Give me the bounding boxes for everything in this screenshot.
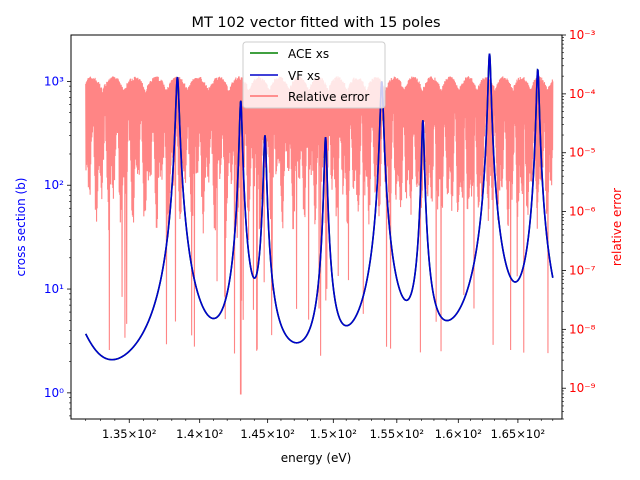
y-right-tick-label: 10⁻⁶ [569, 205, 596, 219]
y-right-tick-label: 10⁻³ [569, 28, 596, 42]
legend-label-vf-xs: VF xs [288, 69, 320, 83]
y-left-tick-label: 10⁰ [44, 386, 64, 400]
legend: ACE xs VF xs Relative error [242, 41, 386, 109]
x-tick-label: 1.65×10² [491, 427, 546, 441]
y-left-tick-label: 10³ [44, 74, 64, 88]
y-axis-right: 10⁻⁹ 10⁻⁸ 10⁻⁷ 10⁻⁶ 10⁻⁵ 10⁻⁴ 10⁻³ [562, 28, 596, 420]
x-tick-label: 1.6×10² [435, 427, 482, 441]
y-right-tick-label: 10⁻⁹ [569, 381, 596, 395]
x-tick-label: 1.5×10² [310, 427, 357, 441]
y-right-tick-label: 10⁻⁷ [569, 263, 596, 277]
x-axis: 1.35×10² 1.4×10² 1.45×10² 1.5×10² 1.55×10² 1.… [85, 419, 554, 441]
x-tick-label: 1.55×10² [370, 427, 425, 441]
y-left-tick-label: 10¹ [44, 282, 64, 296]
x-tick-label: 1.35×10² [102, 427, 157, 441]
x-axis-label: energy (eV) [281, 451, 352, 465]
legend-label-relative-error: Relative error [288, 90, 369, 104]
chart-title: MT 102 vector fitted with 15 poles [191, 15, 440, 31]
series-vf-xs-line [85, 53, 554, 361]
y-left-tick-label: 10² [44, 178, 64, 192]
cross-section-layer [85, 53, 554, 361]
y-axis-right-label: relative error [610, 188, 624, 266]
y-axis-left-label: cross section (b) [14, 178, 28, 277]
legend-box [242, 41, 386, 109]
legend-label-ace-xs: ACE xs [288, 47, 329, 61]
x-tick-label: 1.45×10² [240, 427, 295, 441]
y-right-tick-label: 10⁻⁵ [569, 146, 596, 160]
y-right-tick-label: 10⁻⁴ [569, 87, 596, 101]
plot-frame [70, 34, 563, 420]
y-axis-left: 10⁰ 10¹ 10² 10³ [44, 74, 71, 417]
x-tick-label: 1.4×10² [176, 427, 223, 441]
y-right-tick-label: 10⁻⁸ [569, 322, 596, 336]
